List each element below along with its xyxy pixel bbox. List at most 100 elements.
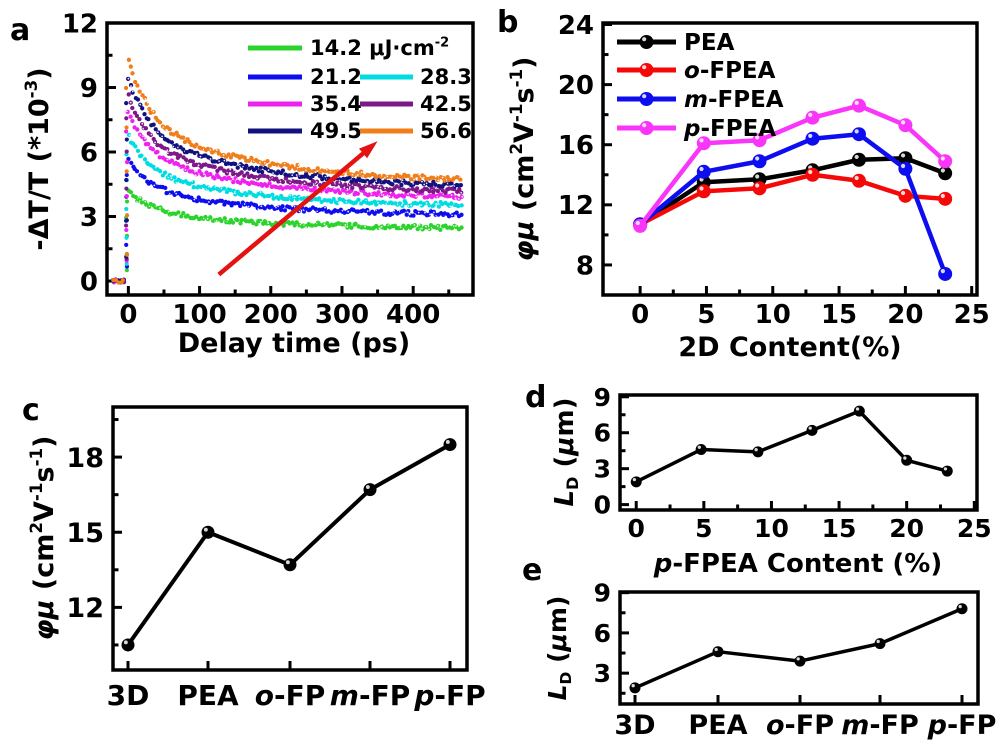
- series-21.2: [111, 156, 464, 285]
- panel-a-axes: 0 100 200 300 400 0 3 6 9 12: [62, 9, 451, 330]
- legend-label: p-FPEA: [683, 116, 776, 142]
- legend-label: 42.5: [420, 92, 472, 116]
- x-tick-label: 5: [695, 514, 712, 543]
- x-category-label: p-FP: [413, 679, 485, 712]
- x-tick-label: 400: [386, 300, 440, 330]
- panel-e-axes: 3D PEA o-FP m-FP p-FP 3 6 9: [594, 579, 997, 741]
- panel-b-x-axis-title: 2D Content(%): [678, 332, 901, 363]
- legend-label: 21.2: [310, 65, 362, 89]
- y-tick-label: 6: [594, 419, 611, 448]
- panel-c-y-axis-title: φμ (cm2V-1s-1): [26, 435, 60, 640]
- x-category-label: o-FP: [766, 710, 834, 741]
- x-tick-label: 10: [754, 514, 789, 543]
- panel-e-chart: 3D PEA o-FP m-FP p-FP 3 6 9 LD (μm): [543, 579, 996, 741]
- y-tick-label: 8: [576, 251, 594, 281]
- y-tick-label: 15: [66, 518, 104, 549]
- series-p-FPEA: [633, 98, 953, 233]
- x-tick-label: 0: [628, 514, 645, 543]
- series-35.4: [111, 109, 464, 285]
- x-tick-label: 0: [119, 300, 137, 330]
- panel-a-chart: 0 100 200 300 400 0 3 6 9 12 Delay time (ps) -ΔT/T …: [21, 9, 475, 359]
- y-tick-label: 12: [62, 9, 98, 39]
- x-tick-label: 20: [889, 514, 924, 543]
- legend-label: PEA: [684, 30, 735, 56]
- panel-label-e: e: [522, 553, 543, 588]
- panel-c-axes: 3D PEA o-FP m-FP p-FP 12 15 18: [66, 418, 486, 712]
- x-tick-label: 15: [821, 300, 857, 330]
- panel-d-x-axis-title: p-FPEA Content (%): [653, 549, 943, 579]
- y-tick-label: 12: [558, 191, 594, 221]
- panel-e-series: [629, 603, 968, 694]
- series-14.2: [111, 188, 464, 285]
- legend-label: 35.4: [310, 92, 362, 116]
- fluence-increase-arrow: [217, 141, 378, 277]
- x-tick-label: 15: [822, 514, 857, 543]
- panel-e-frame: [618, 590, 980, 706]
- y-tick-label: 24: [558, 11, 594, 41]
- x-tick-label: 100: [172, 300, 226, 330]
- y-tick-label: 12: [66, 593, 104, 624]
- y-tick-label: 0: [594, 491, 611, 520]
- y-tick-label: 9: [594, 383, 611, 412]
- panel-d-frame: [618, 393, 979, 512]
- legend-label: 14.2 μJ·cm-2: [310, 36, 449, 60]
- x-category-label: 3D: [107, 679, 150, 712]
- panel-a-legend: 14.2 μJ·cm-2 21.2 28.3 35.4 42.5 49.5 56.6: [248, 36, 472, 143]
- panel-d-chart: 0 5 10 15 20 25 0 3 6 9 p-FPEA Content (%) LD (μm): [550, 383, 992, 579]
- legend-label: 49.5: [310, 119, 362, 143]
- panel-c-frame: [111, 405, 469, 672]
- x-category-label: PEA: [688, 710, 747, 741]
- x-tick-label: 5: [697, 300, 715, 330]
- x-tick-label: 25: [954, 300, 990, 330]
- legend-label: m-FPEA: [684, 87, 784, 113]
- panel-a-frame: [105, 21, 475, 297]
- panel-e-y-axis-title: LD (μm): [543, 596, 575, 701]
- panel-d-series: [630, 405, 953, 488]
- y-tick-label: 20: [558, 71, 594, 101]
- y-tick-label: 9: [80, 74, 98, 104]
- panel-b-y-axis-title: φμ (cm2V-1s-1): [506, 56, 540, 261]
- y-tick-label: 0: [80, 267, 98, 297]
- panel-b-axes: 0 5 10 15 20 25 8 12 16 20 24: [558, 11, 990, 330]
- y-tick-label: 6: [80, 138, 98, 168]
- x-category-label: m-FP: [841, 710, 919, 741]
- panel-label-d: d: [525, 380, 547, 415]
- panel-d-y-axis-title: LD (μm): [550, 397, 582, 506]
- panel-a-x-axis-title: Delay time (ps): [178, 328, 410, 359]
- x-tick-label: 20: [887, 300, 923, 330]
- x-tick-label: 200: [244, 300, 298, 330]
- panel-b-chart: 0 5 10 15 20 25 8 12 16 20 24 2D Content(%) φμ (cm2V…: [506, 11, 990, 363]
- x-tick-label: 300: [315, 300, 369, 330]
- panel-d-axes: 0 5 10 15 20 25 0 3 6 9: [594, 383, 992, 543]
- series-56.6: [111, 57, 463, 285]
- x-category-label: PEA: [177, 679, 239, 712]
- series-28.3: [111, 132, 464, 285]
- y-tick-label: 9: [594, 579, 611, 608]
- x-category-label: 3D: [614, 710, 655, 741]
- x-category-label: m-FP: [330, 679, 410, 712]
- x-tick-label: 10: [755, 300, 791, 330]
- y-tick-label: 6: [594, 619, 611, 648]
- panel-c-series: [121, 438, 457, 652]
- y-tick-label: 3: [80, 203, 98, 233]
- legend-label: 56.6: [420, 119, 472, 143]
- series-o-FPEA: [633, 167, 953, 232]
- y-tick-label: 3: [594, 455, 611, 484]
- panel-a-y-axis-title: -ΔT/T (*10-3): [21, 67, 55, 250]
- y-tick-label: 3: [594, 659, 611, 688]
- panel-label-b: b: [497, 5, 519, 40]
- legend-label: 28.3: [420, 65, 472, 89]
- panel-b-frame: [601, 21, 979, 297]
- x-category-label: o-FP: [255, 679, 326, 712]
- x-category-label: p-FP: [927, 710, 997, 741]
- y-tick-label: 18: [66, 443, 104, 474]
- panel-label-c: c: [22, 393, 40, 428]
- x-tick-label: 0: [631, 300, 649, 330]
- y-tick-label: 16: [558, 131, 594, 161]
- x-tick-label: 25: [957, 514, 992, 543]
- legend-label: o-FPEA: [684, 58, 776, 84]
